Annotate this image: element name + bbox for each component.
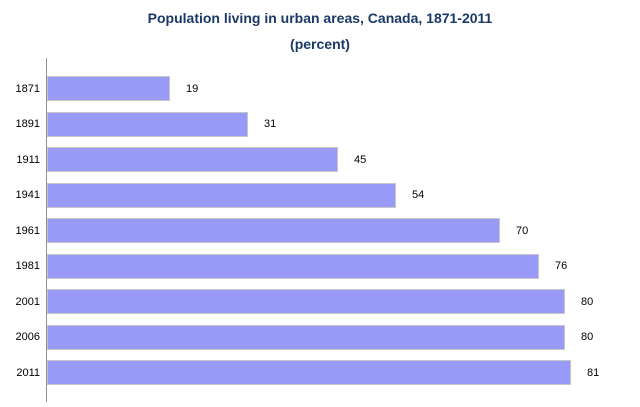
chart-title-block: Population living in urban areas, Canada… [0, 0, 640, 57]
bar [47, 76, 170, 102]
category-label: 2006 [15, 331, 40, 344]
category-label: 1911 [16, 153, 40, 166]
value-label: 54 [412, 189, 425, 202]
bar-row: 2006 80 [16, 320, 640, 356]
value-label: 76 [555, 260, 568, 273]
category-label: 1871 [15, 82, 40, 95]
bar-row: 1871 19 [16, 71, 640, 107]
bar [47, 324, 565, 350]
category-label: 1961 [15, 224, 40, 237]
chart-title: Population living in urban areas, Canada… [147, 10, 493, 26]
bar-row: 1911 45 [16, 142, 640, 178]
value-label: 81 [587, 366, 600, 379]
bar-row: 1891 31 [16, 107, 640, 143]
category-label: 2011 [16, 366, 40, 379]
bar [47, 182, 396, 208]
bar [47, 111, 248, 137]
value-label: 70 [516, 224, 529, 237]
bar-row: 2001 80 [16, 284, 640, 320]
bar-row: 1961 70 [16, 213, 640, 249]
bar [47, 218, 500, 244]
category-label: 1981 [15, 260, 40, 273]
bar [47, 360, 571, 386]
bar [47, 289, 565, 315]
category-label: 2001 [15, 295, 40, 308]
value-label: 19 [186, 82, 199, 95]
value-label: 80 [581, 331, 594, 344]
bar-rows: 1871 19 1891 31 1911 45 1941 54 1961 70 1981 76 2001… [16, 71, 640, 391]
category-label: 1941 [15, 189, 40, 202]
bar [47, 253, 539, 279]
value-label: 45 [354, 153, 367, 166]
chart-subtitle: (percent) [290, 36, 350, 52]
y-axis-line [46, 58, 47, 402]
bar-row: 1941 54 [16, 178, 640, 214]
bar [47, 147, 338, 173]
bar-row: 1981 76 [16, 249, 640, 285]
plot-area: 1871 19 1891 31 1911 45 1941 54 1961 70 1981 76 2001… [0, 58, 640, 402]
category-label: 1891 [15, 118, 40, 131]
value-label: 80 [581, 295, 594, 308]
value-label: 31 [264, 118, 277, 131]
bar-row: 2011 81 [16, 355, 640, 391]
